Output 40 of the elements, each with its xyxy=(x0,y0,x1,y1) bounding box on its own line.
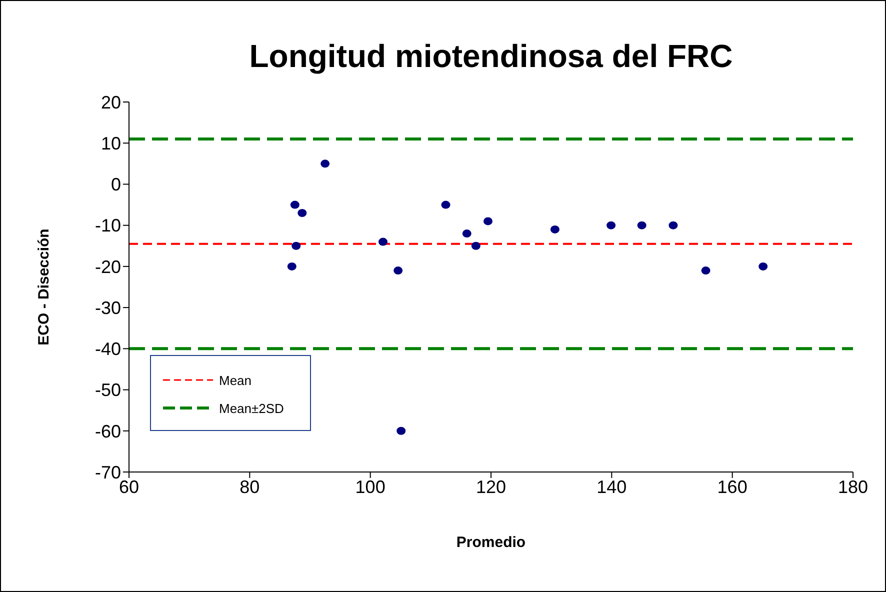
point xyxy=(701,266,710,275)
y-tick-label: 0 xyxy=(110,174,121,195)
y-tick-label: -40 xyxy=(94,339,121,360)
x-tick-label: 120 xyxy=(476,476,506,497)
point xyxy=(637,221,646,230)
point xyxy=(394,266,403,275)
x-axis-title: Promedio xyxy=(455,534,527,551)
point xyxy=(290,200,300,209)
x-tick-label: 100 xyxy=(355,476,386,497)
y-tick-label: -70 xyxy=(94,462,121,482)
point xyxy=(550,225,560,234)
point xyxy=(606,221,616,230)
y-tick-label: -60 xyxy=(94,421,121,442)
y-tick-label: -20 xyxy=(94,256,121,277)
point xyxy=(471,242,480,250)
y-tick-label: -30 xyxy=(94,298,121,318)
y-tick-label: 20 xyxy=(100,92,121,112)
legend-label: Mean±2SD xyxy=(219,400,284,416)
point xyxy=(292,242,301,250)
legend-label: Mean xyxy=(219,372,252,388)
x-tick-label: 140 xyxy=(596,476,627,497)
y-axis-title: ECO - Disección xyxy=(36,228,52,346)
point xyxy=(483,217,492,226)
point xyxy=(298,209,307,217)
x-tick-label: 160 xyxy=(717,476,748,497)
x-tick-label: 80 xyxy=(240,476,260,497)
point xyxy=(462,230,472,238)
point xyxy=(668,221,678,230)
chart-title: Longitud miotendinosa del FRC xyxy=(248,38,734,75)
point xyxy=(320,160,330,168)
y-tick-label: -50 xyxy=(94,380,121,400)
point xyxy=(396,426,406,435)
x-tick-label: 180 xyxy=(838,476,868,497)
y-tick-label: 10 xyxy=(100,134,121,154)
point xyxy=(758,262,768,270)
y-tick-label: -10 xyxy=(94,216,121,236)
point xyxy=(378,238,388,246)
point xyxy=(287,262,296,270)
x-tick-label: 60 xyxy=(118,476,140,497)
point xyxy=(441,200,450,209)
